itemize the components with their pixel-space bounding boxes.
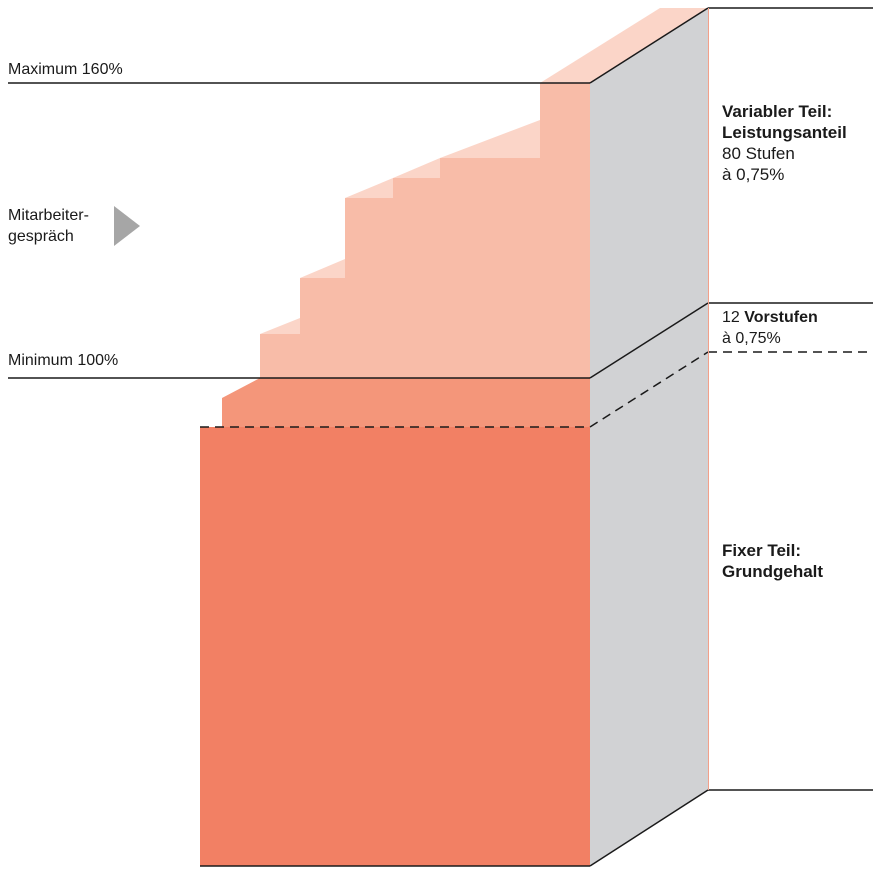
bottom-diagonal	[589, 789, 709, 867]
mitarbeiter-line1: Mitarbeiter-	[8, 207, 89, 224]
max-diagonal	[589, 7, 709, 84]
pre-step-top-face	[222, 378, 260, 398]
fixed-title-line1: Fixer Teil:	[722, 541, 802, 560]
step-top-face	[300, 259, 345, 278]
minimum-label: Minimum 100%	[8, 352, 119, 369]
mitarbeitergespraech-label: Mitarbeiter- gespräch	[8, 205, 89, 247]
mitarbeiter-line2: gespräch	[8, 228, 74, 245]
fixed-block	[200, 427, 590, 866]
pre-steps	[200, 378, 590, 427]
side-face	[590, 8, 708, 866]
min-diagonal	[589, 302, 709, 379]
vorstufen-label: 12 Vorstufen à 0,75%	[722, 307, 818, 349]
fixed-part-label: Fixer Teil: Grundgehalt	[722, 540, 823, 582]
step-top-face	[440, 120, 540, 158]
base-dashed-diagonal	[589, 351, 709, 428]
top-face-max	[540, 8, 708, 83]
variable-part-label: Variabler Teil: Leistungsanteil 80 Stufe…	[722, 101, 847, 185]
variable-rate: à 0,75%	[722, 165, 785, 184]
step-top-face	[393, 158, 440, 178]
triangle-right-icon	[114, 206, 140, 246]
variable-steps: 80 Stufen	[722, 144, 795, 163]
fixed-title-line2: Grundgehalt	[722, 562, 824, 581]
variable-title-line1: Variabler Teil:	[722, 102, 833, 121]
step-top-face	[260, 318, 300, 334]
variable-title-line2: Leistungsanteil	[722, 123, 847, 142]
vorstufen-word: Vorstufen	[744, 309, 818, 326]
vorstufen-rate: à 0,75%	[722, 330, 781, 347]
step-top-face	[345, 178, 393, 198]
variable-steps	[260, 83, 590, 378]
maximum-label: Maximum 160%	[8, 61, 123, 78]
vorstufen-count: 12	[722, 309, 740, 326]
